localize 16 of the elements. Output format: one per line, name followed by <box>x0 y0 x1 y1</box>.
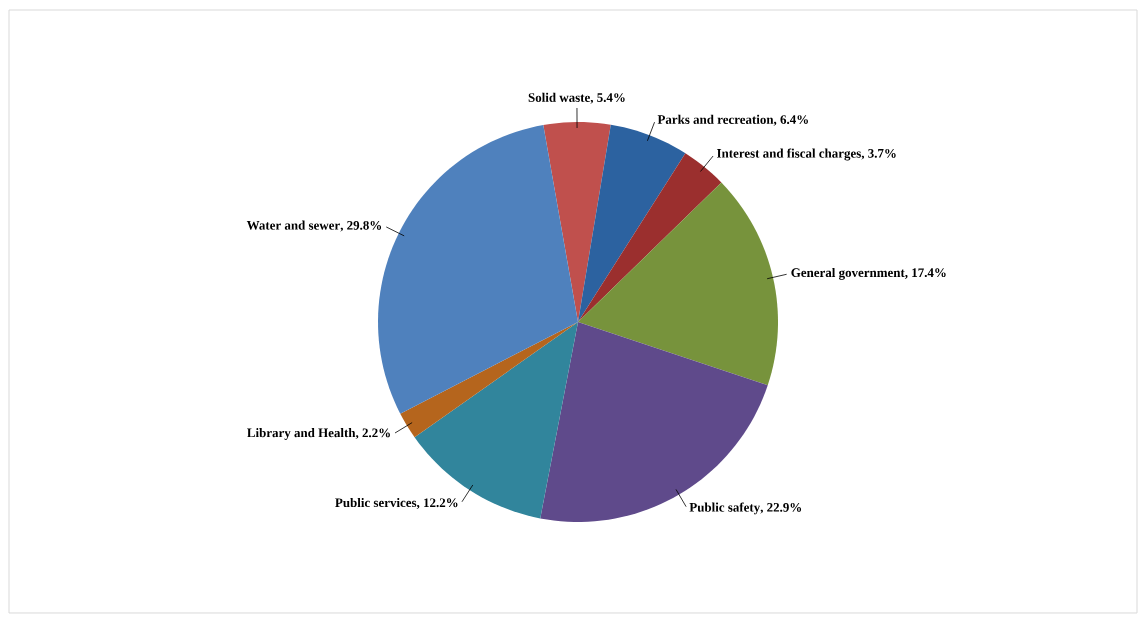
data-label: , 2.2% <box>355 428 390 440</box>
data-label: , 12.2% <box>416 498 458 509</box>
data-label: , 3.7% <box>861 148 896 160</box>
slice-label: Public safety <box>689 502 761 515</box>
data-label: , 22.9% <box>760 502 802 514</box>
slice-label: Public services <box>335 497 417 508</box>
data-label: , 6.4% <box>773 115 808 126</box>
data-label: , 5.4% <box>590 93 625 104</box>
data-label: , 29.8% <box>340 220 382 232</box>
slice-label: Interest and fiscal charges <box>716 148 861 161</box>
slice-label: Solid waste <box>528 92 590 102</box>
slice-label: General government <box>791 267 905 280</box>
slice-label: Water and sewer <box>246 220 340 230</box>
data-label: , 17.4% <box>904 268 946 279</box>
slice-label: Parks and recreation <box>657 114 774 124</box>
slice-label: Library and Health <box>247 428 356 440</box>
